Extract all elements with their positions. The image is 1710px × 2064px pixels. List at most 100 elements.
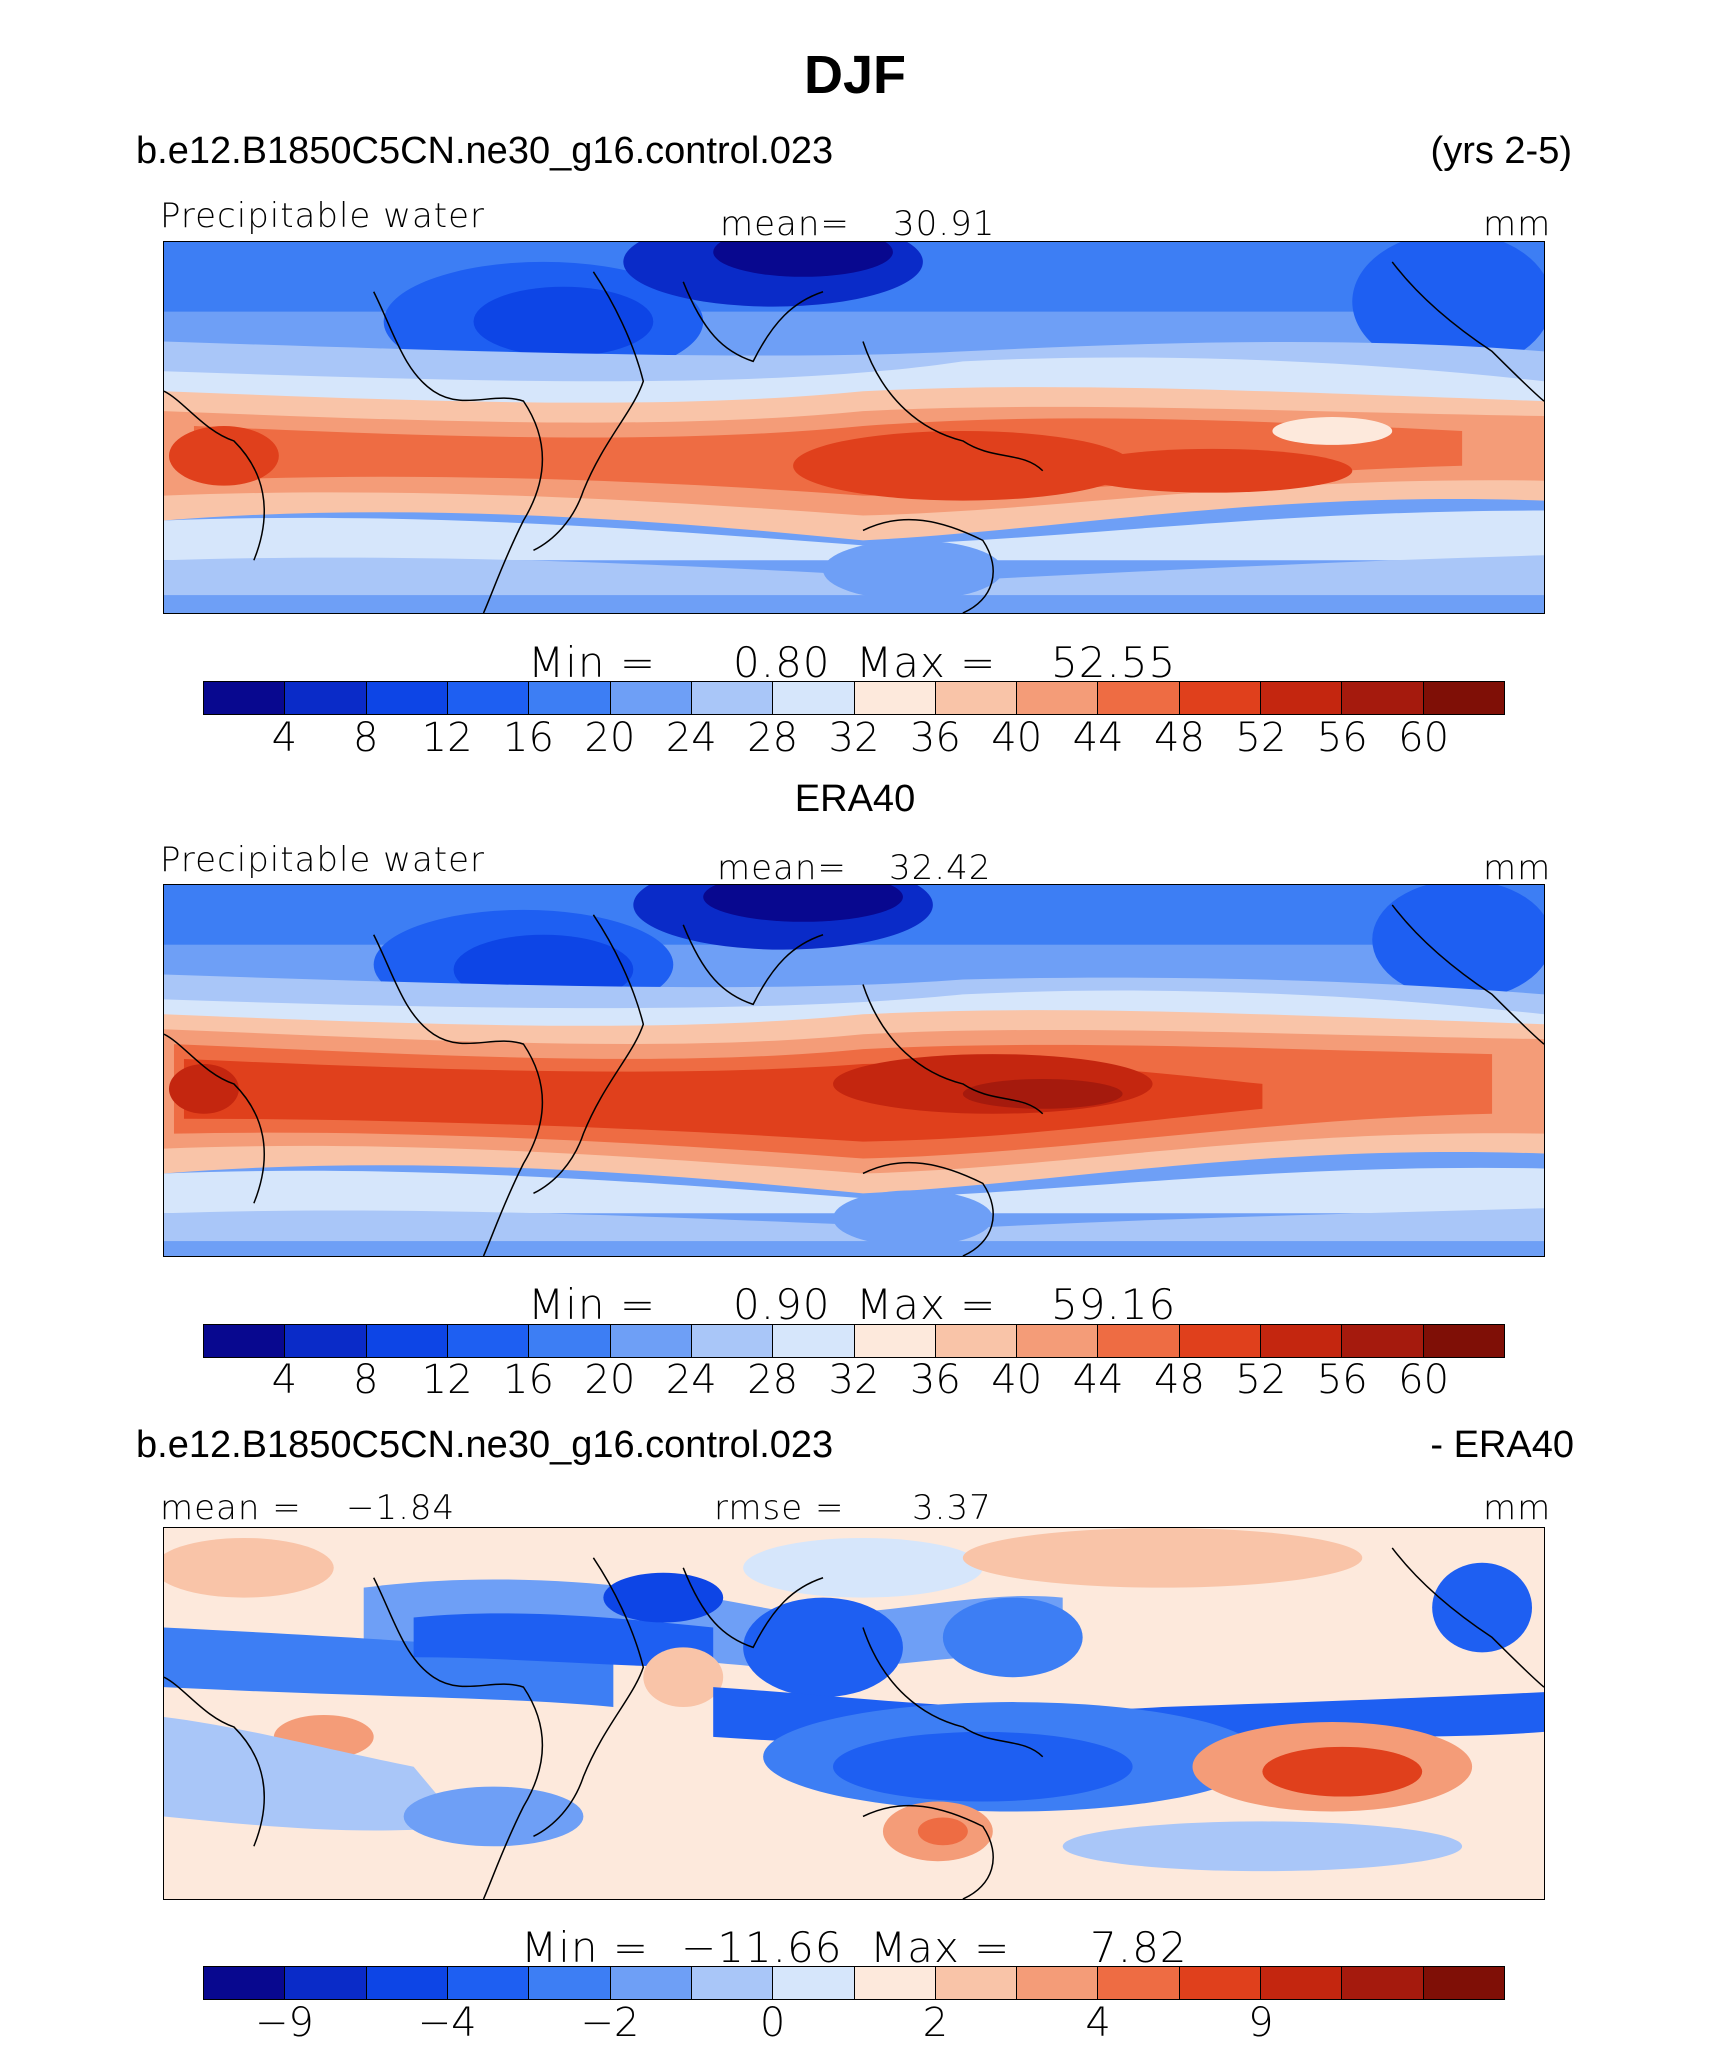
- colorbar-swatch: [204, 682, 286, 714]
- panel2-map: [163, 884, 1545, 1257]
- panel1-years: (yrs 2-5): [1430, 130, 1572, 172]
- colorbar-tick-label: 16: [503, 715, 554, 761]
- colorbar-tick-label: 28: [747, 1357, 799, 1403]
- colorbar-tick-label: 12: [421, 1357, 473, 1403]
- colorbar-swatch: [1261, 682, 1343, 714]
- colorbar-tick-label: 52: [1235, 715, 1287, 761]
- panel2-max-label: Max =: [856, 1280, 997, 1329]
- colorbar-swatch: [610, 682, 692, 714]
- colorbar-swatch: [1017, 1967, 1099, 1999]
- panel3-case-title: b.e12.B1850C5CN.ne30_g16.control.023: [136, 1424, 834, 1466]
- panel3-minus-era40: - ERA40: [1430, 1424, 1574, 1466]
- colorbar-tick-label: 60: [1398, 715, 1450, 761]
- colorbar-tick-label: 48: [1154, 1357, 1205, 1403]
- colorbar-swatch: [447, 682, 530, 714]
- figure-title: DJF: [803, 45, 906, 105]
- colorbar-swatch: [1179, 1967, 1262, 1999]
- colorbar-tick-label: 40: [991, 715, 1043, 761]
- panel1-variable: Precipitable water: [160, 196, 486, 236]
- panel1-mean-value: 30.91: [893, 204, 996, 244]
- colorbar-swatch: [1179, 682, 1262, 714]
- panel1-max-value: 52.55: [1051, 638, 1177, 687]
- panel1-case-title: b.e12.B1850C5CN.ne30_g16.control.023: [136, 130, 834, 172]
- colorbar-swatch: [1098, 1325, 1180, 1357]
- panel2-min-label: Min =: [528, 1280, 657, 1329]
- colorbar-swatch: [204, 1325, 286, 1357]
- colorbar-swatch: [610, 1967, 692, 1999]
- panel2-units: mm: [1483, 848, 1552, 888]
- colorbar-swatch: [1017, 682, 1099, 714]
- colorbar-swatch: [366, 682, 448, 714]
- colorbar-tick-label: 36: [909, 1357, 961, 1403]
- colorbar-tick-label: 4: [271, 1357, 298, 1403]
- colorbar-swatch: [285, 682, 367, 714]
- colorbar-swatch: [1179, 1325, 1262, 1357]
- colorbar-swatch: [285, 1967, 367, 1999]
- panel1-mean-label: mean=: [720, 204, 850, 244]
- panel3-max-value: 7.82: [1090, 1923, 1188, 1972]
- panel2-case-title: ERA40: [794, 778, 916, 820]
- panel2-mean-label: mean=: [717, 848, 847, 888]
- colorbar-tick-label: 4: [1085, 2000, 1111, 2046]
- panel1-min-value: 0.80: [733, 638, 831, 687]
- colorbar-swatch: [1098, 1967, 1180, 1999]
- colorbar-tick-label: 32: [828, 715, 880, 761]
- colorbar-swatch: [935, 1325, 1018, 1357]
- colorbar-swatch: [854, 1967, 936, 1999]
- colorbar-tick-label: 56: [1316, 715, 1368, 761]
- panel3-units: mm: [1483, 1488, 1552, 1528]
- colorbar-tick-label: 12: [421, 715, 473, 761]
- colorbar-tick-label: −9: [254, 2000, 314, 2046]
- colorbar-tick-label: 60: [1398, 1357, 1450, 1403]
- panel2-mean-value: 32.42: [889, 848, 992, 888]
- panel3-map: [163, 1527, 1545, 1900]
- colorbar-tick-label: −4: [417, 2000, 477, 2046]
- colorbar-swatch: [610, 1325, 692, 1357]
- panel3-mean-label: mean =: [160, 1488, 302, 1528]
- panel3-colorbar: [203, 1966, 1505, 2000]
- colorbar-swatch: [204, 1967, 286, 1999]
- colorbar-swatch: [1342, 682, 1424, 714]
- colorbar-swatch: [529, 1325, 611, 1357]
- panel1-max-label: Max =: [856, 638, 997, 687]
- panel2-max-value: 59.16: [1051, 1280, 1177, 1329]
- panel3-max-label: Max =: [870, 1923, 1011, 1972]
- colorbar-swatch: [1423, 682, 1504, 714]
- colorbar-tick-label: 44: [1072, 715, 1124, 761]
- panel1-units: mm: [1483, 204, 1552, 244]
- colorbar-tick-label: 8: [353, 1357, 379, 1403]
- colorbar-swatch: [1261, 1967, 1343, 1999]
- panel3-min-value: −11.66: [681, 1923, 843, 1972]
- panel2-min-value: 0.90: [733, 1280, 831, 1329]
- colorbar-swatch: [529, 1967, 611, 1999]
- colorbar-tick-label: 4: [271, 715, 298, 761]
- colorbar-swatch: [1423, 1967, 1504, 1999]
- colorbar-tick-label: 56: [1316, 1357, 1368, 1403]
- colorbar-swatch: [447, 1325, 530, 1357]
- colorbar-tick-label: 36: [909, 715, 961, 761]
- panel3-min-label: Min =: [521, 1923, 650, 1972]
- colorbar-tick-label: 0: [759, 2000, 786, 2046]
- colorbar-swatch: [773, 1967, 855, 1999]
- colorbar-swatch: [1261, 1325, 1343, 1357]
- colorbar-swatch: [366, 1325, 448, 1357]
- colorbar-swatch: [1017, 1325, 1099, 1357]
- colorbar-tick-label: 32: [828, 1357, 880, 1403]
- colorbar-tick-label: 9: [1248, 2000, 1274, 2046]
- panel1-colorbar: [203, 681, 1505, 715]
- panel3-mean-value: −1.84: [346, 1488, 456, 1528]
- colorbar-swatch: [854, 1325, 936, 1357]
- colorbar-swatch: [773, 1325, 855, 1357]
- panel3-rmse-label: rmse =: [714, 1488, 845, 1528]
- panel1-min-label: Min =: [528, 638, 657, 687]
- colorbar-swatch: [529, 682, 611, 714]
- colorbar-tick-label: 24: [665, 715, 717, 761]
- colorbar-tick-label: 8: [353, 715, 379, 761]
- colorbar-tick-label: 48: [1154, 715, 1205, 761]
- colorbar-swatch: [691, 1325, 774, 1357]
- panel2-colorbar: [203, 1324, 1505, 1358]
- colorbar-tick-label: 24: [665, 1357, 717, 1403]
- colorbar-swatch: [447, 1967, 530, 1999]
- panel3-rmse-value: 3.37: [912, 1488, 992, 1528]
- colorbar-tick-label: 20: [584, 715, 636, 761]
